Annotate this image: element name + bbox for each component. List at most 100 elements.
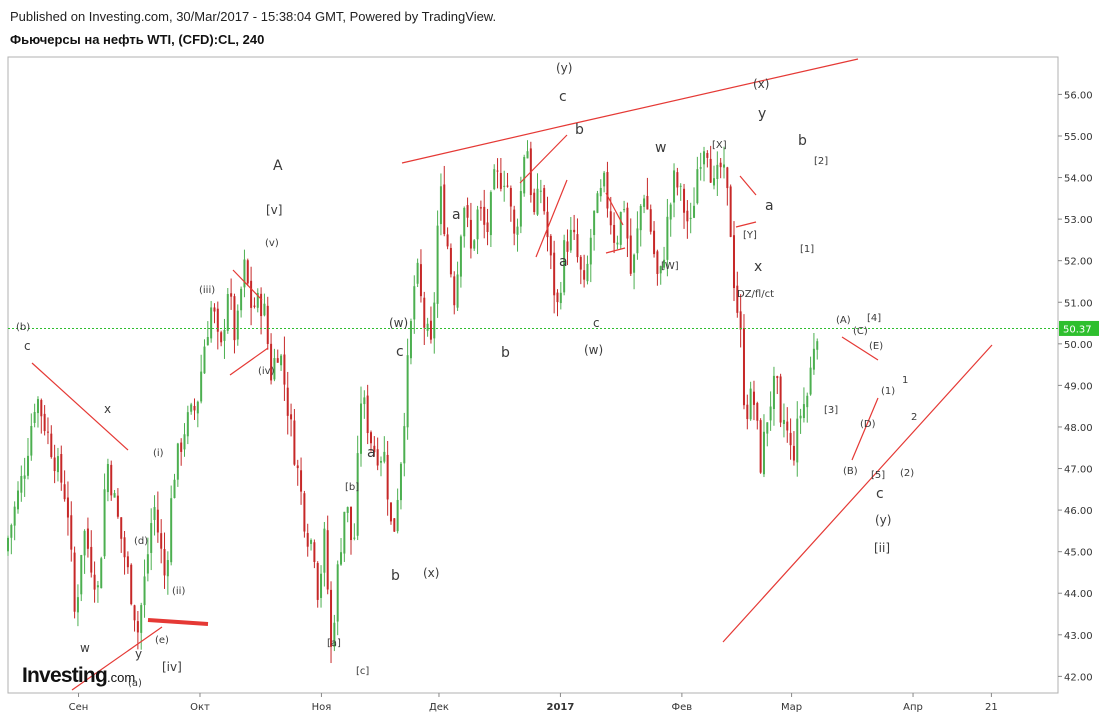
wave-label: (a) [128,678,142,689]
wave-label: (C) [853,326,868,337]
candle-body [742,328,745,406]
candle-body [809,367,812,395]
wave-label: (e) [155,635,169,646]
wave-label: c [593,316,600,330]
candle-body [369,432,372,444]
candle-body [686,210,689,222]
candle-body [609,211,612,226]
x-tick-label: 21 [985,702,998,713]
wave-label: w [655,140,666,156]
candle-body [646,195,649,210]
candle-body [336,564,339,622]
candle-body [789,432,792,446]
candle-body [792,445,795,461]
candle-body [659,266,662,274]
candle-body [73,552,76,612]
x-tick-label: 2017 [547,702,575,713]
wave-label: (iv) [258,366,275,377]
candle-body [459,236,462,277]
wave-label: a [559,254,568,270]
y-tick-label: 54.00 [1064,174,1093,185]
candle-body [446,234,449,247]
candle-body [276,358,279,363]
candle-body [782,419,785,425]
candle-body [333,622,336,647]
wave-label: a [765,198,774,214]
candle-body [416,262,419,284]
trendline-1 [31,362,129,451]
wave-label: (b) [16,322,30,333]
candle-body [316,563,319,600]
candle-body [409,321,412,359]
candle-body [190,404,193,412]
plot-frame [7,56,1059,694]
candle-body [493,169,496,190]
candle-body [509,187,512,207]
candle-body [26,455,29,476]
trendline-6 [535,179,568,258]
candle-body [340,552,343,565]
wave-label: c [396,344,404,360]
candle-body [479,207,482,209]
candle-body [413,286,416,320]
wave-label: [5] [871,470,885,481]
candle-body [429,320,432,340]
candle-body [100,558,103,589]
candle-body [376,449,379,466]
candle-body [533,192,536,213]
candle-body [256,292,259,308]
candle-body [306,533,309,547]
candle-body [626,207,629,239]
candle-body [616,242,619,245]
candle-body [759,420,762,473]
candle-body [353,537,356,539]
candle-body [290,414,293,420]
candle-body [449,247,452,275]
candle-body [423,297,426,328]
candle-body [283,354,286,385]
candle-body [313,542,316,562]
candle-body [629,235,632,274]
candle-body [483,206,486,225]
wave-label: c [559,89,567,105]
wave-label: [ii] [874,541,890,555]
candle-body [210,307,213,339]
candle-body [216,308,219,332]
wave-label: [X] [712,140,727,151]
candle-body [363,397,366,405]
candle-body [573,229,576,233]
candle-body [699,167,702,169]
wave-label: y [135,647,142,661]
wave-label: c [876,486,884,502]
candle-body [419,264,422,297]
wave-label: b [798,133,807,149]
candle-body [386,454,389,500]
candle-body [46,431,49,433]
candle-body [16,490,19,510]
candle-body [33,412,36,423]
wave-label: (v) [265,238,279,249]
candle-body [433,302,436,339]
candle-body [303,493,306,532]
candle-body [236,310,239,340]
y-tick-label: 56.00 [1064,90,1093,101]
wave-label: [W] [661,261,679,272]
candle-body [136,621,139,633]
candle-body [153,507,156,520]
candle-body [752,391,755,405]
candle-body [569,229,572,251]
wave-label: DZ/fl/ct [737,289,774,300]
candle-body [456,274,459,308]
y-tick-label: 53.00 [1064,215,1093,226]
candle-body [220,332,223,343]
candle-body [549,235,552,256]
wave-label: (B) [843,466,858,477]
candle-body [673,170,676,203]
candle-body [90,546,93,573]
candle-body [106,463,109,493]
candle-body [320,573,323,598]
candle-body [489,192,492,236]
wave-label: (y) [556,61,572,75]
x-tick-label: Окт [190,702,210,713]
